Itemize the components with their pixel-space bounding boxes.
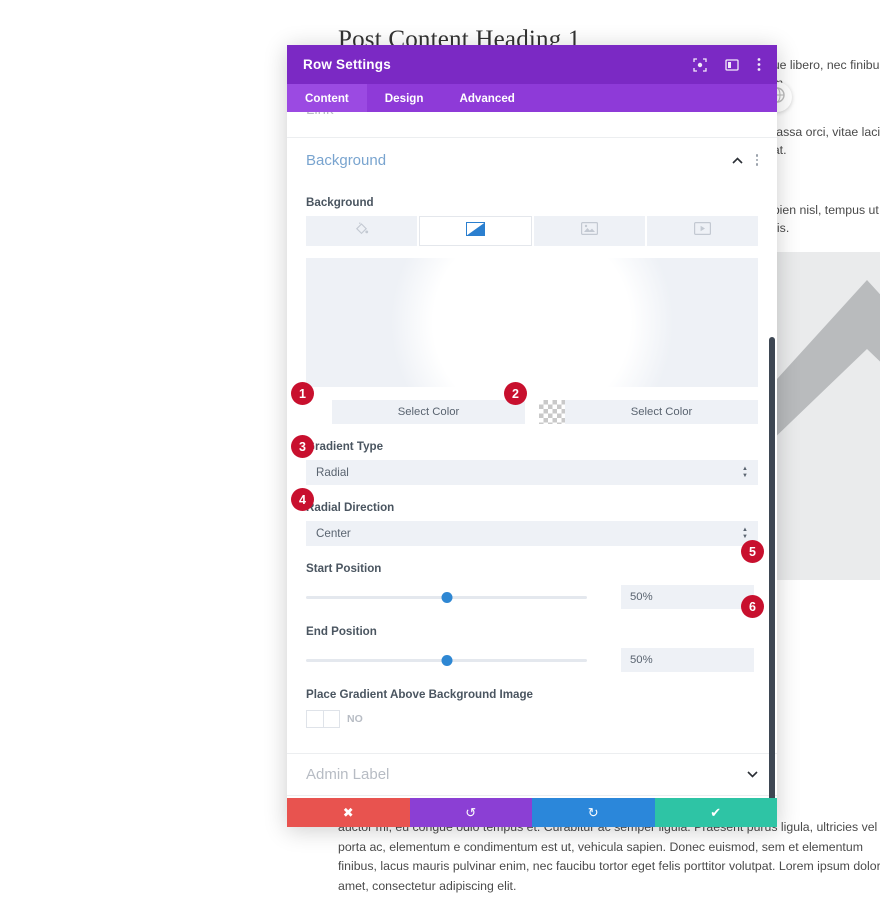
gradient-type-field: Gradient Type Radial ▲ ▼: [306, 440, 758, 485]
annotation-badge-3: 3: [291, 435, 314, 458]
bg-text-fragment: apien nisl, tempus ut se: [766, 203, 880, 217]
undo-icon: ↺: [465, 804, 477, 820]
chevron-down-icon[interactable]: [747, 771, 758, 778]
redo-icon: ↻: [587, 804, 599, 820]
tab-design[interactable]: Design: [384, 91, 424, 105]
placeholder-image: [772, 252, 880, 580]
section-admin-label[interactable]: Admin Label: [287, 753, 777, 796]
color-one-swatch[interactable]: [306, 400, 332, 424]
gradient-type-select[interactable]: Radial ▲ ▼: [306, 460, 758, 485]
cancel-button[interactable]: ✖: [287, 798, 410, 827]
end-position-value[interactable]: 50%: [621, 648, 754, 672]
gradient-color-row: Select Color Select Color: [306, 400, 758, 424]
select-arrows-icon: ▲ ▼: [742, 526, 748, 540]
start-position-slider-row: 50%: [306, 585, 758, 609]
background-field-label: Background: [306, 196, 374, 209]
section-background-title: Background: [306, 151, 387, 169]
section-background[interactable]: Background: [287, 138, 777, 182]
gradient-color-one: Select Color: [306, 400, 525, 424]
panel-layout-icon[interactable]: [725, 58, 739, 72]
close-x-icon: ✖: [342, 804, 354, 820]
slider-knob[interactable]: [441, 654, 452, 666]
start-position-value[interactable]: 50%: [621, 585, 754, 609]
start-position-field: Start Position 50%: [306, 562, 758, 609]
bottom-paragraph: auctor mi, eu congue odio tempus et. Cur…: [338, 820, 880, 893]
modal-scrollbar-thumb[interactable]: [769, 337, 775, 798]
help-row[interactable]: ? Help: [287, 796, 777, 798]
place-gradient-toggle[interactable]: [306, 710, 340, 728]
chevron-up-icon[interactable]: [731, 156, 743, 164]
section-admin-label-title: Admin Label: [306, 766, 390, 783]
more-options-icon[interactable]: [757, 57, 761, 72]
undo-button[interactable]: ↺: [409, 798, 532, 827]
section-options-icon[interactable]: [755, 154, 758, 166]
color-two-select-button[interactable]: Select Color: [565, 400, 758, 424]
end-position-slider[interactable]: [306, 653, 587, 667]
toggle-value-label: NO: [347, 713, 363, 725]
select-arrows-icon: ▲ ▼: [742, 465, 748, 479]
gradient-type-label: Gradient Type: [306, 440, 384, 453]
color-two-swatch[interactable]: [539, 400, 565, 424]
gradient-preview: [306, 258, 758, 387]
section-link-title: Link: [306, 112, 334, 118]
redo-button[interactable]: ↻: [532, 798, 655, 827]
modal-tabs: Content Design Advanced: [287, 84, 777, 112]
annotation-badge-1: 1: [291, 382, 314, 405]
save-button[interactable]: ✔: [654, 798, 777, 827]
modal-title: Row Settings: [303, 57, 391, 72]
modal-body: Link Background Background: [287, 112, 777, 798]
place-gradient-label: Place Gradient Above Background Image: [306, 688, 534, 701]
focus-target-icon[interactable]: [693, 57, 707, 72]
background-gradient-tab[interactable]: [419, 216, 532, 246]
image-icon: [581, 222, 599, 240]
color-one-select-button[interactable]: Select Color: [332, 400, 525, 424]
radial-direction-field: Radial Direction Center ▲ ▼: [306, 501, 758, 546]
bg-text-fragment: massa orci, vitae lacinia t: [766, 125, 880, 139]
bg-text-fragment: gue libero, nec finibus p: [766, 58, 880, 72]
end-position-label: End Position: [306, 625, 377, 638]
background-section-content: Background: [287, 182, 777, 728]
gradient-icon: [466, 221, 485, 241]
tab-content[interactable]: Content: [287, 84, 367, 112]
header-icon-group: [693, 57, 761, 72]
paint-bucket-icon: [354, 221, 369, 241]
row-settings-modal: Row Settings: [287, 45, 777, 827]
radial-direction-select[interactable]: Center ▲ ▼: [306, 521, 758, 546]
background-video-tab[interactable]: [647, 216, 758, 246]
annotation-badge-5: 5: [741, 540, 764, 563]
background-color-tab[interactable]: [306, 216, 417, 246]
gradient-color-two: Select Color: [539, 400, 758, 424]
end-position-slider-row: 50%: [306, 648, 758, 672]
annotation-badge-6: 6: [741, 595, 764, 618]
video-icon: [694, 222, 712, 240]
place-gradient-toggle-row: NO: [306, 710, 758, 728]
radial-direction-value: Center: [316, 527, 351, 540]
section-link[interactable]: Link: [287, 112, 777, 138]
radial-direction-label: Radial Direction: [306, 501, 395, 514]
start-position-label: Start Position: [306, 562, 382, 575]
toggle-knob: [307, 711, 324, 727]
slider-knob[interactable]: [441, 591, 452, 603]
tab-advanced[interactable]: Advanced: [459, 91, 515, 105]
start-position-slider[interactable]: [306, 590, 587, 604]
modal-footer: ✖ ↺ ↻ ✔: [287, 798, 777, 827]
annotation-badge-2: 2: [504, 382, 527, 405]
annotation-badge-4: 4: [291, 488, 314, 511]
end-position-field: End Position 50%: [306, 625, 758, 672]
place-gradient-field: Place Gradient Above Background Image NO: [306, 688, 758, 728]
background-image-tab[interactable]: [534, 216, 645, 246]
background-type-tabs: [306, 216, 758, 246]
modal-header: Row Settings: [287, 45, 777, 84]
mountain-shape-icon: [772, 280, 880, 460]
checkmark-icon: ✔: [710, 804, 722, 820]
gradient-type-value: Radial: [316, 466, 349, 479]
